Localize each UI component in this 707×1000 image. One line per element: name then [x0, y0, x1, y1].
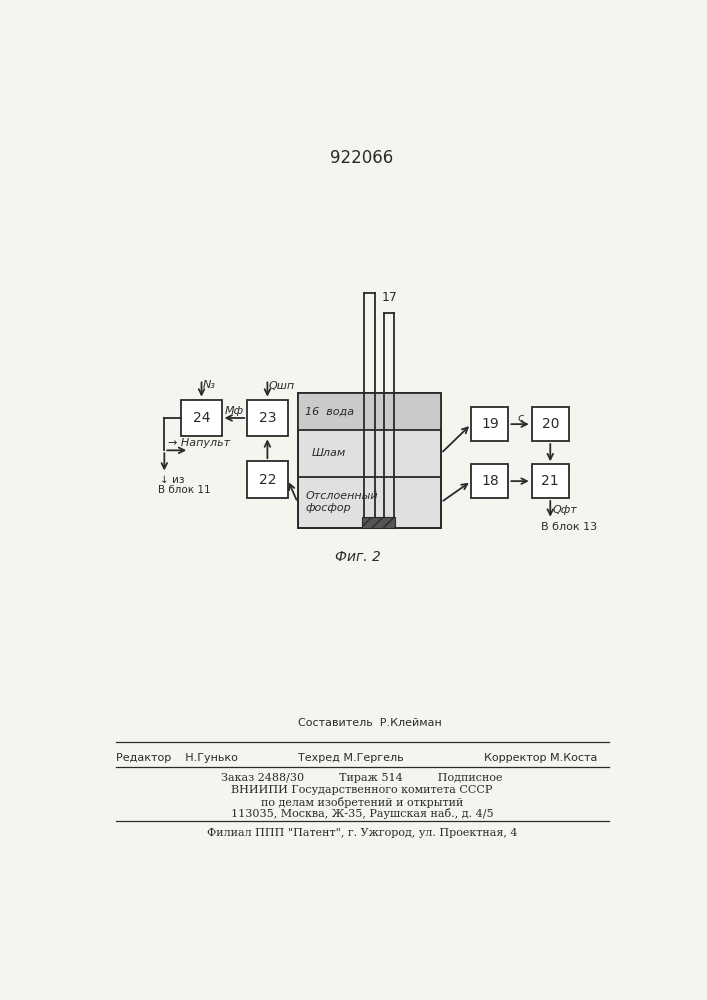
Text: Редактор    Н.Гунько: Редактор Н.Гунько — [115, 753, 238, 763]
Text: 922066: 922066 — [330, 149, 394, 167]
Text: Составитель  Р.Клейман: Составитель Р.Клейман — [298, 718, 441, 728]
Bar — [532, 407, 569, 441]
Text: 18: 18 — [481, 474, 498, 488]
Text: Заказ 2488/30          Тираж 514          Подписное: Заказ 2488/30 Тираж 514 Подписное — [221, 773, 503, 783]
Text: ↓ из: ↓ из — [160, 475, 185, 485]
Text: N₃: N₃ — [203, 380, 216, 390]
Text: Филиал ППП "Патент", г. Ужгород, ул. Проектная, 4: Филиал ППП "Патент", г. Ужгород, ул. Про… — [206, 828, 518, 838]
Text: Корректор М.Коста: Корректор М.Коста — [484, 753, 597, 763]
Text: 24: 24 — [193, 411, 210, 425]
Text: с: с — [517, 413, 523, 423]
Text: → Напульт: → Напульт — [168, 438, 230, 448]
Bar — [298, 393, 441, 528]
Text: 22: 22 — [259, 473, 276, 487]
Text: В блок 13: В блок 13 — [541, 522, 597, 532]
Bar — [532, 464, 569, 498]
Text: Мф: Мф — [225, 406, 244, 416]
Text: 19: 19 — [481, 417, 498, 431]
Text: Qшп: Qшп — [269, 381, 295, 391]
Text: фосфор: фосфор — [305, 503, 351, 513]
Bar — [362, 517, 395, 528]
Bar — [298, 393, 441, 430]
Text: 17: 17 — [381, 291, 397, 304]
Text: Отслоенный: Отслоенный — [305, 491, 378, 501]
Bar — [472, 464, 508, 498]
Text: по делам изобретений и открытий: по делам изобретений и открытий — [261, 797, 463, 808]
Text: ВНИИПИ Государственного комитета СССР: ВНИИПИ Государственного комитета СССР — [231, 785, 493, 795]
Text: 21: 21 — [542, 474, 559, 488]
Text: Техред М.Гергель: Техред М.Гергель — [298, 753, 403, 763]
Bar — [298, 393, 441, 528]
Bar — [247, 400, 288, 436]
Text: 20: 20 — [542, 417, 559, 431]
Text: В блок 11: В блок 11 — [158, 485, 211, 495]
Text: Шлам: Шлам — [312, 448, 346, 458]
Text: Qфт: Qфт — [553, 505, 578, 515]
Bar — [182, 400, 222, 436]
Bar — [472, 407, 508, 441]
Bar — [247, 461, 288, 498]
Text: 23: 23 — [259, 411, 276, 425]
Text: Фиг. 2: Фиг. 2 — [334, 550, 380, 564]
Text: 16  вода: 16 вода — [305, 407, 354, 417]
Text: 113035, Москва, Ж-35, Раушская наб., д. 4/5: 113035, Москва, Ж-35, Раушская наб., д. … — [230, 808, 493, 819]
